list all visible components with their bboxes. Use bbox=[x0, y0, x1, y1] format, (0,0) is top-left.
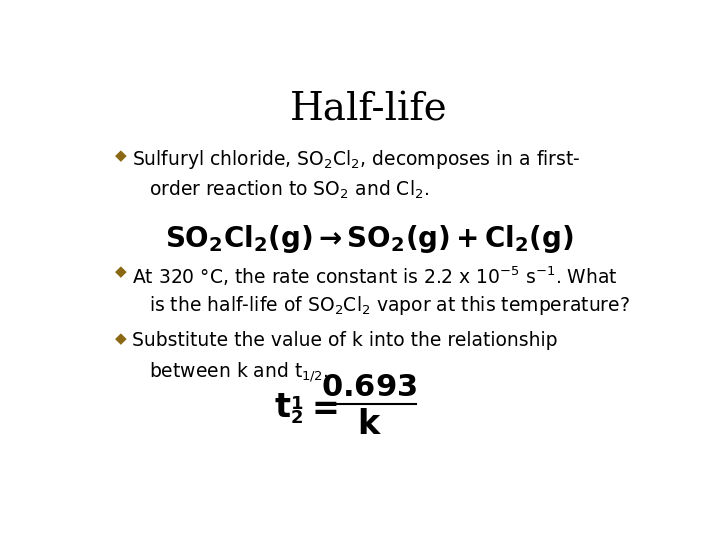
Text: is the half-life of $\mathregular{SO_2Cl_2}$ vapor at this temperature?: is the half-life of $\mathregular{SO_2Cl… bbox=[148, 294, 629, 318]
Text: $\mathbf{0.693}$: $\mathbf{0.693}$ bbox=[321, 373, 417, 402]
Text: $\mathbf{=}$: $\mathbf{=}$ bbox=[305, 392, 338, 424]
Text: ◆: ◆ bbox=[115, 265, 127, 279]
Text: $\mathbf{SO_2Cl_2(g) \rightarrow SO_2(g) + Cl_2(g)}$: $\mathbf{SO_2Cl_2(g) \rightarrow SO_2(g)… bbox=[165, 223, 573, 255]
Text: between k and $\mathregular{t_{1/2}}$.: between k and $\mathregular{t_{1/2}}$. bbox=[148, 360, 328, 384]
Text: ◆: ◆ bbox=[115, 148, 127, 163]
Text: Sulfuryl chloride, $\mathregular{SO_2Cl_2}$, decomposes in a first-: Sulfuryl chloride, $\mathregular{SO_2Cl_… bbox=[132, 148, 580, 171]
Text: ◆: ◆ bbox=[115, 331, 127, 346]
Text: At 320 $\degree$C, the rate constant is 2.2 x $\mathregular{10^{-5}}$ $\mathregu: At 320 $\degree$C, the rate constant is … bbox=[132, 265, 618, 288]
Text: order reaction to $\mathregular{SO_2}$ and $\mathregular{Cl_2}$.: order reaction to $\mathregular{SO_2}$ a… bbox=[148, 179, 429, 201]
Text: $\mathbf{1}$: $\mathbf{1}$ bbox=[289, 395, 303, 413]
Text: $\mathbf{k}$: $\mathbf{k}$ bbox=[356, 408, 382, 441]
Text: Substitute the value of k into the relationship: Substitute the value of k into the relat… bbox=[132, 331, 557, 350]
Text: $\mathbf{2}$: $\mathbf{2}$ bbox=[289, 409, 302, 427]
Text: Half-life: Half-life bbox=[290, 92, 448, 129]
Text: $\mathbf{t}$: $\mathbf{t}$ bbox=[274, 392, 292, 424]
